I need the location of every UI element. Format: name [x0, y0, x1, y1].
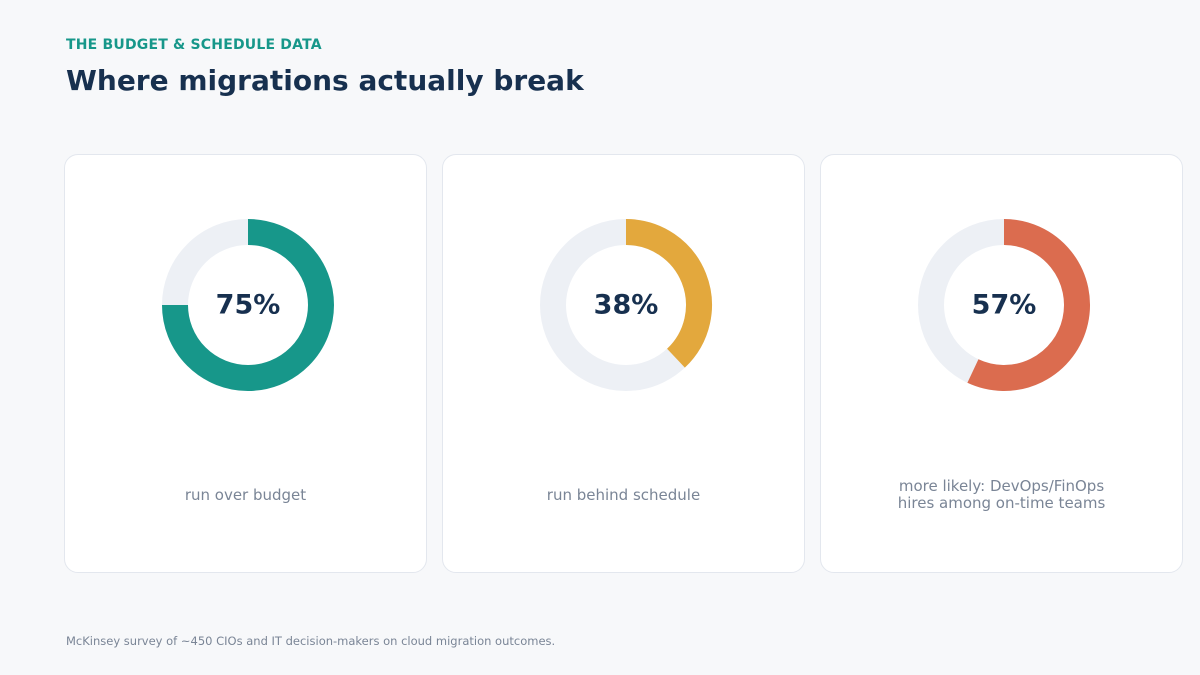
stat-card-budget: 75% run over budget: [64, 154, 427, 573]
stat-card-schedule: 38% run behind schedule: [442, 154, 805, 573]
donut-arc: [162, 219, 334, 391]
page-title: Where migrations actually break: [66, 64, 584, 97]
footnote: McKinsey survey of ~450 CIOs and IT deci…: [66, 634, 556, 648]
donut-arc: [625, 219, 712, 368]
stat-caption: more likely: DevOps/FinOps hires among o…: [897, 477, 1106, 512]
eyebrow: THE BUDGET & SCHEDULE DATA: [66, 37, 322, 53]
donut-chart-budget: 75%: [162, 219, 334, 391]
donut-value-label: 38%: [594, 290, 659, 321]
stat-caption: run over budget: [184, 485, 307, 504]
donut-arc: [967, 219, 1090, 391]
donut-value-label: 57%: [972, 290, 1037, 321]
donut-chart-schedule: 38%: [540, 219, 712, 391]
stat-card-hires: 57% more likely: DevOps/FinOps hires amo…: [820, 154, 1183, 573]
donut-value-label: 75%: [216, 290, 281, 321]
stat-caption: run behind schedule: [546, 485, 701, 504]
donut-chart-hires: 57%: [918, 219, 1090, 391]
